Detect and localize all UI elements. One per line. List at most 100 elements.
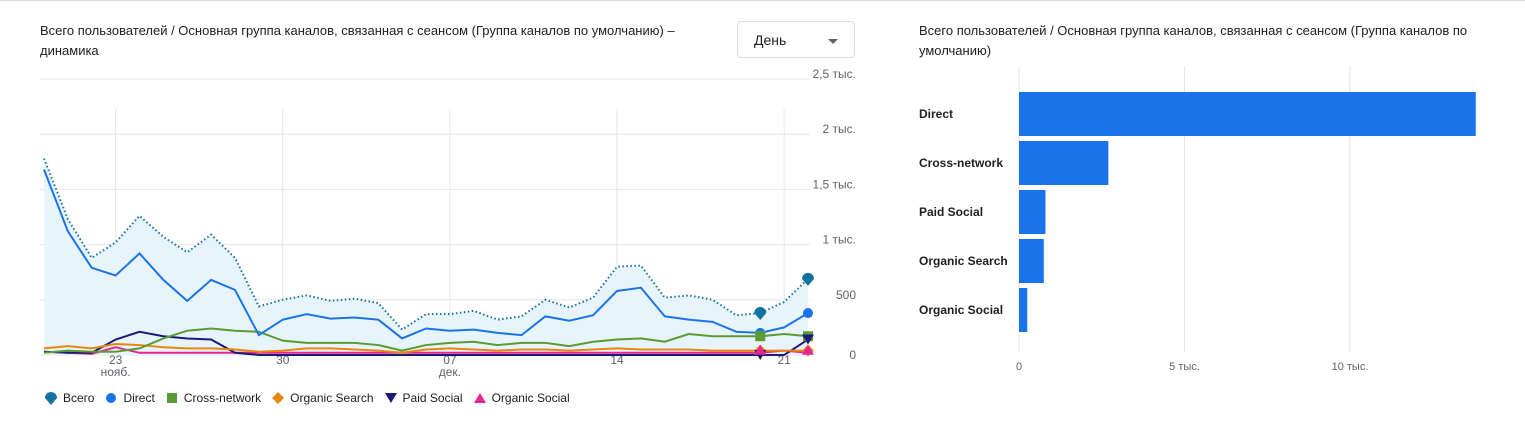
data-point-organic_search bbox=[640, 348, 642, 350]
data-point-total bbox=[496, 318, 498, 320]
legend-label: Paid Social bbox=[402, 391, 463, 405]
data-point-direct bbox=[282, 318, 284, 320]
data-point-organic_social bbox=[544, 352, 546, 354]
data-point-total bbox=[616, 265, 618, 267]
marker-cross_network bbox=[755, 331, 766, 342]
data-point-organic_search bbox=[735, 349, 737, 351]
data-point-direct bbox=[353, 316, 355, 318]
series-line-total bbox=[43, 158, 809, 331]
data-point-total bbox=[138, 215, 140, 217]
series-line-paid_social bbox=[43, 330, 809, 356]
data-point-direct bbox=[186, 300, 188, 302]
data-point-organic_search bbox=[616, 347, 618, 349]
data-point-paid_social bbox=[640, 354, 642, 356]
series-line-organic_social bbox=[43, 346, 809, 355]
data-point-paid_social bbox=[616, 354, 618, 356]
data-point-paid_social bbox=[592, 354, 594, 356]
legend-item-paid_social[interactable]: Paid Social bbox=[384, 391, 463, 405]
legend-label: Cross-network bbox=[183, 391, 262, 405]
data-point-paid_social bbox=[449, 354, 451, 356]
legend-label: Organic Search bbox=[290, 391, 374, 405]
data-point-organic_search bbox=[91, 347, 93, 349]
data-point-organic_social bbox=[640, 352, 642, 354]
total-area bbox=[44, 158, 808, 355]
legend-item-organic_search[interactable]: Organic Search bbox=[271, 391, 374, 405]
data-point-total bbox=[91, 257, 93, 259]
legend-marker-direct bbox=[106, 393, 117, 403]
data-point-total bbox=[67, 218, 69, 220]
bar-direct[interactable] bbox=[1019, 92, 1476, 136]
data-point-paid_social bbox=[353, 354, 355, 356]
bar-cross-network[interactable] bbox=[1019, 141, 1109, 185]
legend-item-total[interactable]: Всего bbox=[44, 391, 94, 405]
data-point-paid_social bbox=[783, 354, 785, 356]
category-label: Cross-network bbox=[919, 156, 1003, 170]
data-point-total bbox=[401, 328, 403, 330]
granularity-dropdown[interactable]: День bbox=[737, 21, 855, 58]
x-tick-sublabel: нояб. bbox=[101, 365, 131, 379]
bar-chart: 0 5 тыс. 10 тыс. Direct Cross-network Paid So… bbox=[919, 66, 1476, 373]
marker-organic_social bbox=[802, 344, 814, 355]
data-point-direct bbox=[258, 334, 260, 336]
data-point-organic_search bbox=[401, 352, 403, 354]
bar-organic-social[interactable] bbox=[1019, 288, 1028, 332]
data-point-organic_search bbox=[67, 345, 69, 347]
data-point-direct bbox=[735, 331, 737, 333]
data-point-organic_social bbox=[711, 352, 713, 354]
data-point-cross_network bbox=[234, 330, 236, 332]
data-point-total bbox=[520, 315, 522, 317]
series-line-direct bbox=[43, 169, 809, 340]
legend-item-organic_social[interactable]: Organic Social bbox=[473, 391, 570, 405]
legend-symbol-triangle-up-icon bbox=[473, 393, 486, 403]
y-tick-label: 0 bbox=[849, 348, 856, 362]
data-point-direct bbox=[592, 314, 594, 316]
category-label: Direct bbox=[919, 107, 953, 121]
data-point-direct bbox=[43, 168, 45, 170]
bar-paid-social[interactable] bbox=[1019, 190, 1046, 234]
data-point-organic_social bbox=[592, 352, 594, 354]
data-point-total bbox=[711, 299, 713, 301]
data-point-cross_network bbox=[67, 349, 69, 351]
legend-item-cross_network[interactable]: Cross-network bbox=[165, 391, 261, 405]
marker-direct bbox=[803, 308, 813, 319]
marker-total bbox=[802, 272, 814, 286]
data-point-paid_social bbox=[329, 354, 331, 356]
x-tick-sublabel: дек. bbox=[439, 365, 461, 379]
line-chart-title: Всего пользователей / Основная группа ка… bbox=[40, 23, 675, 58]
data-point-cross_network bbox=[114, 350, 116, 352]
data-point-paid_social bbox=[520, 354, 522, 356]
data-point-paid_social bbox=[114, 338, 116, 340]
data-point-organic_search bbox=[234, 348, 236, 350]
data-point-organic_social bbox=[329, 352, 331, 354]
data-point-cross_network bbox=[186, 330, 188, 332]
data-point-cross_network bbox=[544, 342, 546, 344]
legend-symbol-pin-icon bbox=[45, 392, 57, 405]
bar-organic-search[interactable] bbox=[1019, 239, 1044, 283]
data-point-paid_social bbox=[687, 354, 689, 356]
data-point-direct bbox=[783, 326, 785, 328]
data-point-cross_network bbox=[496, 344, 498, 346]
data-point-cross_network bbox=[592, 341, 594, 343]
data-point-total bbox=[640, 264, 642, 266]
data-point-organic_search bbox=[114, 343, 116, 345]
data-point-organic_search bbox=[210, 347, 212, 349]
data-point-direct bbox=[568, 320, 570, 322]
data-point-organic_social bbox=[282, 352, 284, 354]
bar-chart-card: Всего пользователей / Основная группа ка… bbox=[890, 0, 1525, 432]
y-tick-label: 1,5 тыс. bbox=[813, 177, 856, 191]
data-point-cross_network bbox=[91, 350, 93, 352]
data-point-paid_social bbox=[210, 338, 212, 340]
data-point-organic_search bbox=[43, 347, 45, 349]
data-point-direct bbox=[91, 267, 93, 269]
data-point-direct bbox=[711, 321, 713, 323]
data-point-direct bbox=[234, 289, 236, 291]
data-point-total bbox=[783, 301, 785, 303]
data-point-organic_search bbox=[377, 349, 379, 351]
data-point-direct bbox=[401, 337, 403, 339]
data-point-organic_social bbox=[353, 352, 355, 354]
data-point-organic_social bbox=[186, 352, 188, 354]
data-point-organic_search bbox=[664, 348, 666, 350]
legend-marker-total bbox=[45, 392, 57, 405]
legend-item-direct[interactable]: Direct bbox=[104, 391, 155, 405]
data-point-direct bbox=[616, 290, 618, 292]
